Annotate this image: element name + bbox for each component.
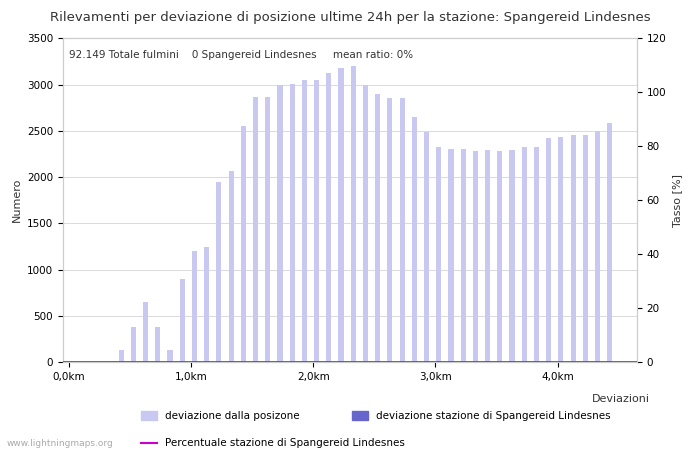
Bar xyxy=(375,94,380,362)
Bar xyxy=(339,68,344,362)
Bar xyxy=(216,182,221,362)
Bar xyxy=(424,132,429,362)
Bar xyxy=(106,361,111,362)
Bar xyxy=(546,138,551,362)
Bar xyxy=(143,302,148,362)
Bar xyxy=(497,151,503,362)
Bar xyxy=(118,350,124,362)
Bar xyxy=(449,149,454,362)
Bar xyxy=(522,148,527,362)
Bar xyxy=(314,80,319,362)
Bar xyxy=(412,117,417,362)
Bar xyxy=(582,135,588,362)
Bar xyxy=(204,247,209,362)
Bar xyxy=(570,135,575,362)
Bar xyxy=(559,137,564,362)
Bar xyxy=(253,98,258,362)
Bar xyxy=(192,251,197,362)
Bar xyxy=(277,85,283,362)
Bar xyxy=(290,84,295,362)
Bar xyxy=(400,99,405,362)
Bar xyxy=(265,97,270,362)
Bar xyxy=(180,279,185,362)
Bar xyxy=(351,66,356,362)
Bar xyxy=(228,171,234,362)
Bar xyxy=(241,126,246,362)
Bar xyxy=(607,123,612,362)
Bar xyxy=(363,85,368,362)
Bar xyxy=(473,151,478,362)
Bar xyxy=(595,131,600,362)
Text: www.lightningmaps.org: www.lightningmaps.org xyxy=(7,439,113,448)
Text: Deviazioni: Deviazioni xyxy=(592,394,650,404)
Bar xyxy=(534,147,539,362)
Bar xyxy=(302,80,307,362)
Bar xyxy=(436,147,441,362)
Bar xyxy=(82,361,87,362)
Bar xyxy=(155,327,160,362)
Bar xyxy=(510,150,514,362)
Bar xyxy=(387,99,393,362)
Bar xyxy=(167,350,173,362)
Legend: Percentuale stazione di Spangereid Lindesnes: Percentuale stazione di Spangereid Linde… xyxy=(137,434,410,450)
Bar xyxy=(461,149,466,362)
Text: 92.149 Totale fulmini    0 Spangereid Lindesnes     mean ratio: 0%: 92.149 Totale fulmini 0 Spangereid Linde… xyxy=(69,50,413,59)
Bar xyxy=(326,73,331,362)
Y-axis label: Tasso [%]: Tasso [%] xyxy=(672,174,682,227)
Text: Rilevamenti per deviazione di posizione ultime 24h per la stazione: Spangereid L: Rilevamenti per deviazione di posizione … xyxy=(50,11,650,24)
Bar xyxy=(131,327,136,362)
Bar xyxy=(485,150,490,362)
Y-axis label: Numero: Numero xyxy=(11,178,22,222)
